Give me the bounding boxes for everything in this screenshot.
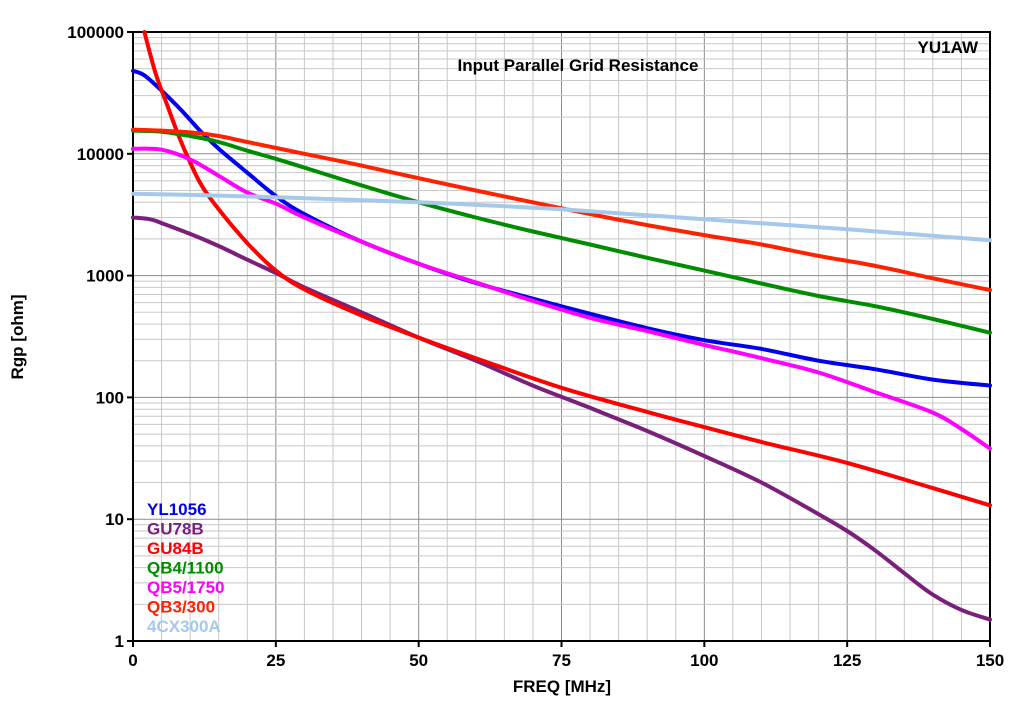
- series-group: [131, 30, 992, 622]
- series-line-qb3-300: [131, 127, 992, 293]
- series-line-qb5-1750: [131, 146, 992, 451]
- legend-label-gu78b: GU78B: [147, 520, 204, 539]
- legend-label-qb4-1100: QB4/1100: [147, 559, 224, 578]
- series-line-gu84b: [142, 30, 992, 508]
- legend: YL1056GU78BGU84BQB4/1100QB5/1750QB3/3004…: [147, 500, 225, 636]
- x-tick-label: 125: [833, 651, 861, 670]
- x-tick-label: 50: [409, 651, 428, 670]
- series-line-gu78b: [131, 215, 992, 622]
- axis-ticks: 0 25 50 75 100 125 150 1 10 100 1000 10000 100000: [67, 23, 1004, 670]
- y-tick-label: 1000: [86, 267, 124, 286]
- legend-label-qb3-300: QB3/300: [147, 598, 215, 617]
- series-line-qb4-1100: [131, 128, 992, 335]
- y-tick-label: 100: [96, 388, 124, 407]
- x-tick-label: 25: [266, 651, 285, 670]
- y-tick-label: 100000: [67, 23, 124, 42]
- chart-title: Input Parallel Grid Resistance: [458, 56, 699, 75]
- y-axis-title: Rgp [ohm]: [8, 295, 27, 380]
- x-tick-label: 75: [552, 651, 571, 670]
- y-tick-label: 1: [115, 632, 124, 651]
- series-line-4cx300a: [131, 191, 992, 243]
- legend-label-yl1056: YL1056: [147, 500, 207, 519]
- y-tick-label: 10000: [77, 145, 124, 164]
- x-axis-title: FREQ [MHz]: [513, 677, 611, 696]
- legend-label-gu84b: GU84B: [147, 539, 204, 558]
- legend-label-qb5-1750: QB5/1750: [147, 578, 225, 597]
- x-tick-label: 100: [690, 651, 718, 670]
- author-annotation: YU1AW: [918, 38, 979, 57]
- grid: [132, 32, 991, 642]
- x-tick-label: 0: [128, 651, 137, 670]
- x-tick-label: 150: [976, 651, 1004, 670]
- y-tick-label: 10: [105, 510, 124, 529]
- legend-label-4cx300a: 4CX300A: [147, 617, 221, 636]
